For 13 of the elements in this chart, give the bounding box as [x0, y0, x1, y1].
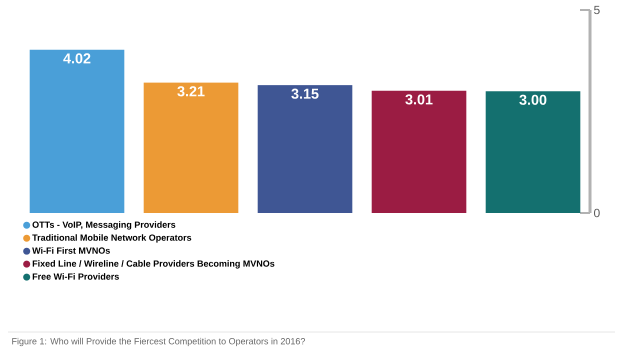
legend-label: Fixed Line / Wireline / Cable Providers Becoming MVNOs — [32, 260, 274, 269]
data-label: 3.00 — [519, 94, 546, 105]
y-tick-label: 0 — [594, 208, 600, 218]
data-label: 3.21 — [177, 86, 205, 96]
y-tick-label: 5 — [594, 6, 600, 14]
legend-label: Traditional Mobile Network Operators — [32, 234, 192, 243]
legend-label: OTTs - VoIP, Messaging Providers — [32, 221, 176, 230]
data-label: 3.15 — [291, 88, 319, 99]
caption: Figure 1: Who will Provide the Fiercest Competition to Operators in 2016? — [12, 338, 306, 346]
legend-label: Wi-Fi First MVNOs — [32, 247, 110, 254]
legend-label: Free Wi-Fi Providers — [32, 273, 119, 280]
data-label: 4.02 — [63, 53, 90, 64]
data-label: 3.01 — [405, 94, 433, 104]
